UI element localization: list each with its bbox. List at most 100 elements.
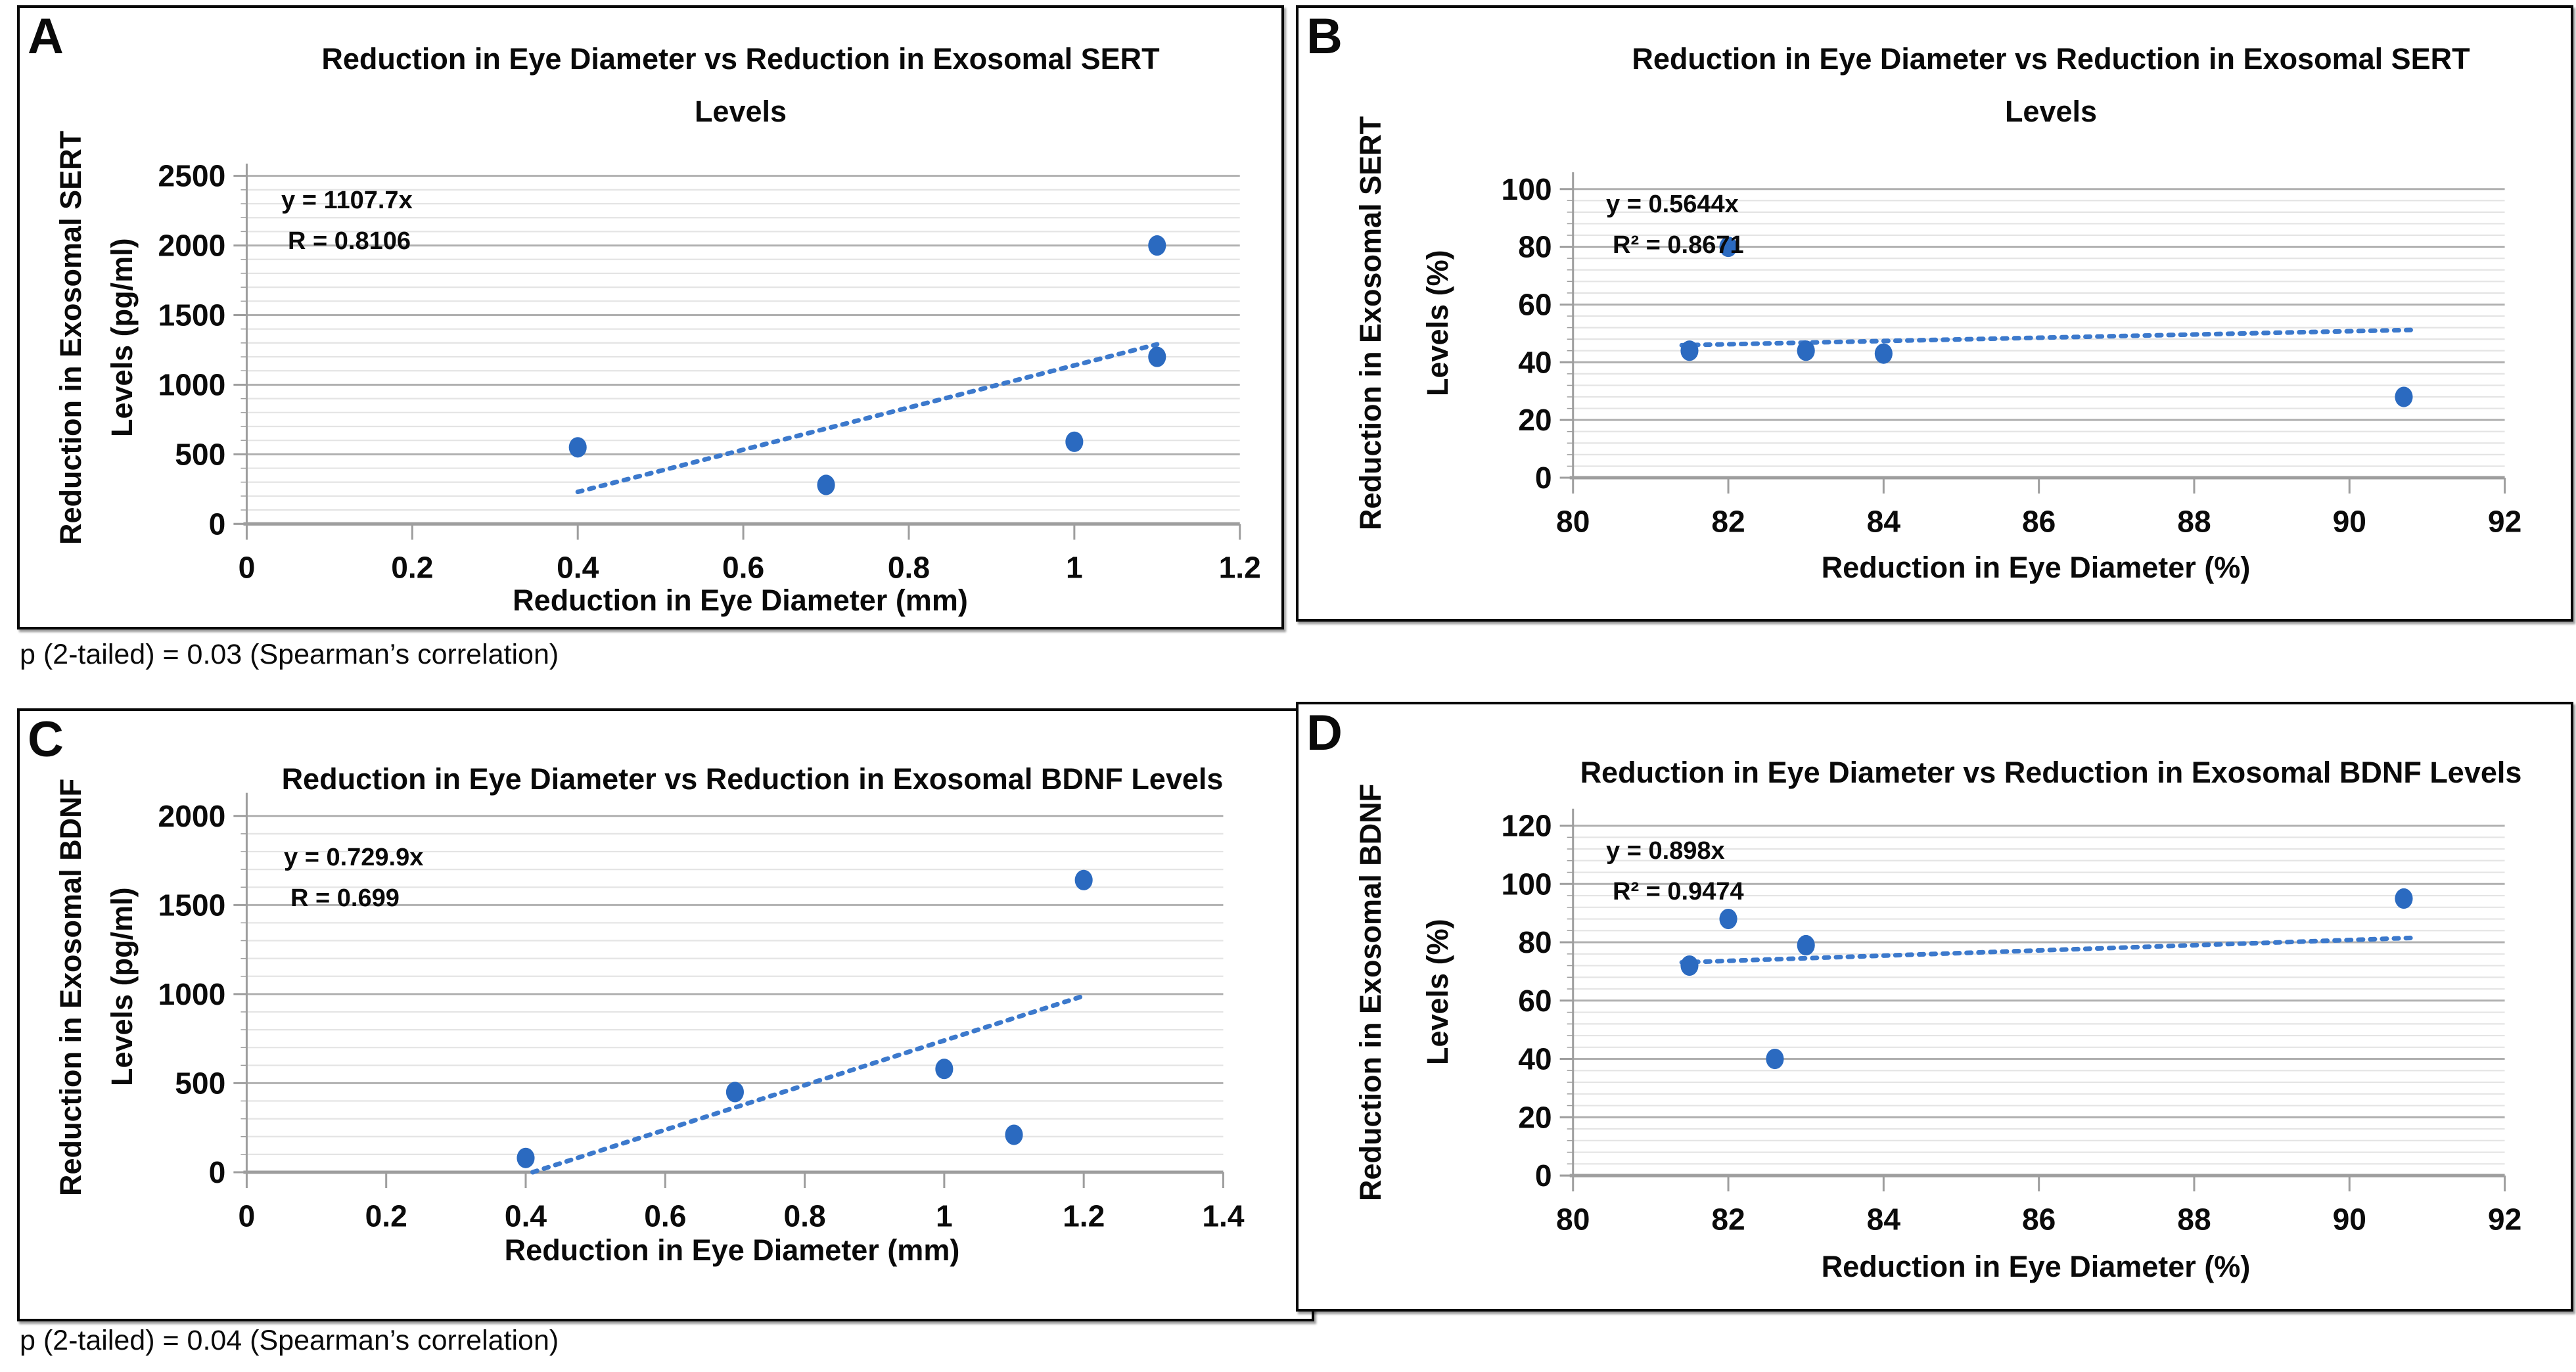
- x-axis-label-b: Reduction in Eye Diameter (%): [1821, 551, 2251, 584]
- svg-text:100: 100: [1502, 172, 1552, 206]
- scatter-plot-bdnf-pgml: 0 500 1000 1500 2000 0 0.2 0.4 0.6 0.8 1 1.2 1.4: [158, 792, 1245, 1233]
- chart-title-d: Reduction in Eye Diameter vs Reduction i…: [1548, 746, 2554, 799]
- panel-letter-b: B: [1306, 9, 1343, 64]
- svg-text:0: 0: [209, 507, 226, 541]
- svg-text:20: 20: [1518, 1100, 1552, 1134]
- trendline-equation-a: y = 1107.7x R = 0.8106: [281, 180, 413, 262]
- svg-text:0: 0: [239, 1199, 256, 1233]
- svg-text:1.2: 1.2: [1063, 1199, 1105, 1233]
- panel-a: 0 500 1000 1500 2000 2500 0 0.2 0.4 0.6 0.8 1 1.2 A …: [17, 5, 1284, 629]
- chart-title-a-line1: Reduction in Eye Diameter vs Reduction i…: [321, 42, 1160, 76]
- svg-text:86: 86: [2022, 504, 2056, 538]
- panel-letter-a: A: [28, 9, 64, 64]
- svg-text:0.2: 0.2: [391, 551, 433, 585]
- svg-text:90: 90: [2333, 1202, 2366, 1236]
- svg-text:86: 86: [2022, 1202, 2056, 1236]
- svg-text:1500: 1500: [158, 298, 226, 332]
- svg-text:0: 0: [1535, 461, 1552, 495]
- y-axis-label-b-line1: Reduction in Exosomal SERT: [1354, 116, 1387, 531]
- scatter-plot-bdnf-percent: 0 20 40 60 80 100 120 80 82 84 86 88 90 92: [1502, 809, 2522, 1237]
- svg-text:2000: 2000: [158, 229, 226, 263]
- r-squared-b: R² = 0.8671: [1613, 231, 1744, 259]
- svg-text:0.8: 0.8: [783, 1199, 825, 1233]
- svg-text:0: 0: [239, 551, 256, 585]
- trendline-equation-c: y = 0.729.9x R = 0.699: [284, 837, 423, 919]
- p-value-note-bdnf: p (2-tailed) = 0.04 (Spearman’s correlat…: [20, 1325, 559, 1356]
- panel-c: 0 500 1000 1500 2000 0 0.2 0.4 0.6 0.8 1 1.2 1.4 C R…: [17, 708, 1314, 1321]
- svg-text:1: 1: [1066, 551, 1083, 585]
- svg-text:92: 92: [2488, 1202, 2521, 1236]
- equation-d: y = 0.898x: [1606, 837, 1725, 865]
- trendline-equation-d: y = 0.898x R² = 0.9474: [1606, 831, 1744, 912]
- svg-text:0.8: 0.8: [888, 551, 930, 585]
- svg-text:84: 84: [1867, 504, 1901, 538]
- svg-text:1500: 1500: [158, 888, 226, 922]
- scatter-plot-sert-pgml: 0 500 1000 1500 2000 2500 0 0.2 0.4 0.6 0.8 1 1.2: [158, 159, 1261, 585]
- svg-text:80: 80: [1556, 1202, 1590, 1236]
- svg-text:84: 84: [1867, 1202, 1901, 1236]
- y-axis-label-a-line2: Levels (pg/ml): [105, 238, 139, 438]
- chart-title-d-line1: Reduction in Eye Diameter vs Reduction i…: [1580, 756, 2522, 789]
- panel-letter-d: D: [1306, 705, 1343, 761]
- chart-title-c: Reduction in Eye Diameter vs Reduction i…: [217, 753, 1288, 806]
- chart-title-b-line2: Levels: [2004, 95, 2098, 128]
- svg-text:60: 60: [1518, 984, 1552, 1018]
- svg-text:20: 20: [1518, 403, 1552, 437]
- panel-b: 0 20 40 60 80 100 80 82 84 86 88 90 92 B Reduction i…: [1296, 5, 2573, 622]
- r-value-c: R = 0.699: [290, 884, 400, 912]
- svg-text:120: 120: [1502, 809, 1552, 843]
- svg-text:1.2: 1.2: [1219, 551, 1261, 585]
- r-squared-d: R² = 0.9474: [1613, 878, 1744, 905]
- x-axis-label-d: Reduction in Eye Diameter (%): [1821, 1250, 2251, 1283]
- y-axis-label-c-line2: Levels (pg/ml): [105, 887, 139, 1087]
- svg-text:80: 80: [1518, 925, 1552, 959]
- svg-text:0.6: 0.6: [644, 1199, 686, 1233]
- y-axis-label-b-line2: Levels (%): [1421, 250, 1454, 397]
- p-value-note-sert: p (2-tailed) = 0.03 (Spearman’s correlat…: [20, 639, 559, 670]
- svg-text:60: 60: [1518, 288, 1552, 322]
- svg-text:80: 80: [1518, 230, 1552, 264]
- chart-title-a-line2: Levels: [694, 95, 787, 128]
- chart-title-a: Reduction in Eye Diameter vs Reduction i…: [217, 33, 1264, 138]
- equation-c: y = 0.729.9x: [284, 844, 424, 871]
- svg-text:1000: 1000: [158, 977, 226, 1011]
- chart-title-b: Reduction in Eye Diameter vs Reduction i…: [1548, 33, 2554, 138]
- x-axis-label-c: Reduction in Eye Diameter (mm): [504, 1233, 960, 1267]
- svg-text:1000: 1000: [158, 368, 226, 402]
- svg-text:82: 82: [1711, 1202, 1745, 1236]
- svg-text:90: 90: [2333, 504, 2366, 538]
- svg-text:40: 40: [1518, 345, 1552, 379]
- svg-text:92: 92: [2488, 504, 2521, 538]
- svg-text:100: 100: [1502, 867, 1552, 901]
- trendline-equation-b: y = 0.5644x R² = 0.8671: [1606, 184, 1744, 265]
- svg-text:40: 40: [1518, 1042, 1552, 1076]
- x-axis-label-a: Reduction in Eye Diameter (mm): [513, 583, 968, 617]
- svg-text:500: 500: [175, 437, 225, 471]
- svg-text:0.2: 0.2: [365, 1199, 407, 1233]
- panel-d: 0 20 40 60 80 100 120 80 82 84 86 88 90 92 D Reductio…: [1296, 702, 2573, 1312]
- svg-text:2000: 2000: [158, 799, 226, 833]
- svg-text:88: 88: [2177, 1202, 2211, 1236]
- chart-title-c-line1: Reduction in Eye Diameter vs Reduction i…: [281, 762, 1224, 796]
- svg-text:0: 0: [209, 1155, 226, 1189]
- svg-text:88: 88: [2177, 504, 2211, 538]
- r-value-a: R = 0.8106: [288, 227, 411, 255]
- equation-b: y = 0.5644x: [1606, 191, 1739, 218]
- svg-text:0.4: 0.4: [557, 551, 599, 585]
- y-axis-label-d-line1: Reduction in Exosomal BDNF: [1354, 783, 1387, 1201]
- equation-a: y = 1107.7x: [281, 187, 413, 214]
- chart-title-b-line1: Reduction in Eye Diameter vs Reduction i…: [1632, 42, 2470, 76]
- y-axis-label-d-line2: Levels (%): [1421, 919, 1454, 1066]
- svg-text:82: 82: [1711, 504, 1745, 538]
- svg-text:500: 500: [175, 1066, 225, 1100]
- svg-text:1: 1: [936, 1199, 953, 1233]
- svg-text:1.4: 1.4: [1202, 1199, 1245, 1233]
- svg-text:80: 80: [1556, 504, 1590, 538]
- svg-text:2500: 2500: [158, 159, 226, 193]
- y-axis-label-a-line1: Reduction in Exosomal SERT: [54, 130, 87, 545]
- y-axis-label-c-line1: Reduction in Exosomal BDNF: [54, 778, 87, 1196]
- svg-text:0: 0: [1535, 1158, 1552, 1193]
- panel-letter-c: C: [28, 712, 64, 767]
- svg-text:0.6: 0.6: [722, 551, 764, 585]
- svg-text:0.4: 0.4: [505, 1199, 547, 1233]
